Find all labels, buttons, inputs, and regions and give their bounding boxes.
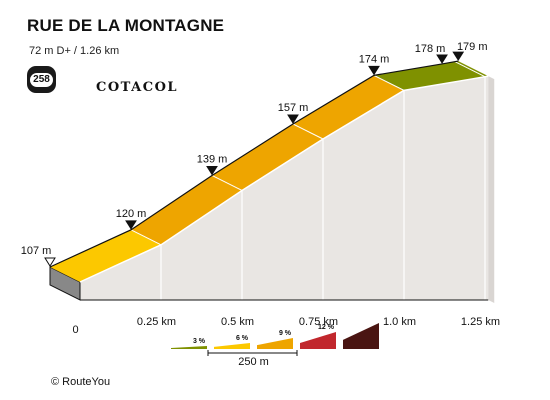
surface-divider-line	[211, 175, 243, 191]
elevation-label: 157 m	[278, 102, 309, 114]
cotacol-number: 258	[30, 72, 53, 87]
elevation-label: 174 m	[359, 53, 390, 65]
profile-side-face	[80, 76, 489, 300]
x-tick-label: 0.25 km	[137, 316, 176, 328]
cotacol-number-badge: 258	[27, 66, 56, 93]
elevation-marker	[206, 165, 218, 176]
elevation-marker	[436, 54, 448, 64]
profile-surface-band-1	[50, 229, 161, 282]
elevation-marker	[368, 65, 380, 76]
legend-swatch	[214, 343, 250, 349]
legend-swatch	[171, 346, 207, 349]
profile-surface-band-2	[131, 75, 404, 245]
surface-divider-line	[373, 74, 405, 91]
elevation-marker	[44, 257, 56, 267]
legend-swatch	[343, 323, 379, 349]
elevation-label: 178 m	[415, 43, 446, 55]
page-title: RUE DE LA MONTAGNE	[27, 16, 225, 35]
legend-swatch	[300, 332, 336, 349]
surface-divider-line	[292, 123, 324, 140]
x-tick-label: 0	[72, 324, 78, 336]
legend-label: 9 %	[279, 330, 292, 337]
surface-divider-line	[130, 229, 162, 246]
elevation-marker	[452, 51, 465, 62]
elevation-marker	[125, 220, 137, 230]
profile-surface-band-3	[374, 61, 489, 91]
elevation-label: 139 m	[197, 153, 228, 165]
x-tick-label: 0.75 km	[299, 316, 338, 328]
legend-label: 3 %	[193, 338, 206, 345]
surface-divider-line	[454, 61, 486, 78]
x-tick-label: 1.0 km	[383, 316, 416, 328]
legend-label: 6 %	[236, 335, 249, 342]
elevation-label: 120 m	[116, 208, 147, 220]
legend-label: 12 %	[318, 324, 335, 331]
copyright-text: © RouteYou	[51, 376, 111, 388]
surface-back-edge	[49, 60, 459, 268]
elevation-label: 107 m	[21, 245, 52, 257]
x-tick-label: 1.25 km	[461, 316, 500, 328]
profile-end-cap	[488, 76, 495, 303]
climb-stats: 72 m D+ / 1.26 km	[29, 45, 120, 57]
x-tick-label: 0.5 km	[221, 316, 254, 328]
legend-swatch	[257, 338, 293, 349]
cotacol-brand: COTACOL	[96, 80, 179, 95]
elevation-label: 179 m	[457, 41, 488, 53]
surface-front-edge	[79, 75, 489, 283]
elevation-marker	[287, 114, 299, 124]
legend-scale-label: 250 m	[238, 356, 269, 368]
